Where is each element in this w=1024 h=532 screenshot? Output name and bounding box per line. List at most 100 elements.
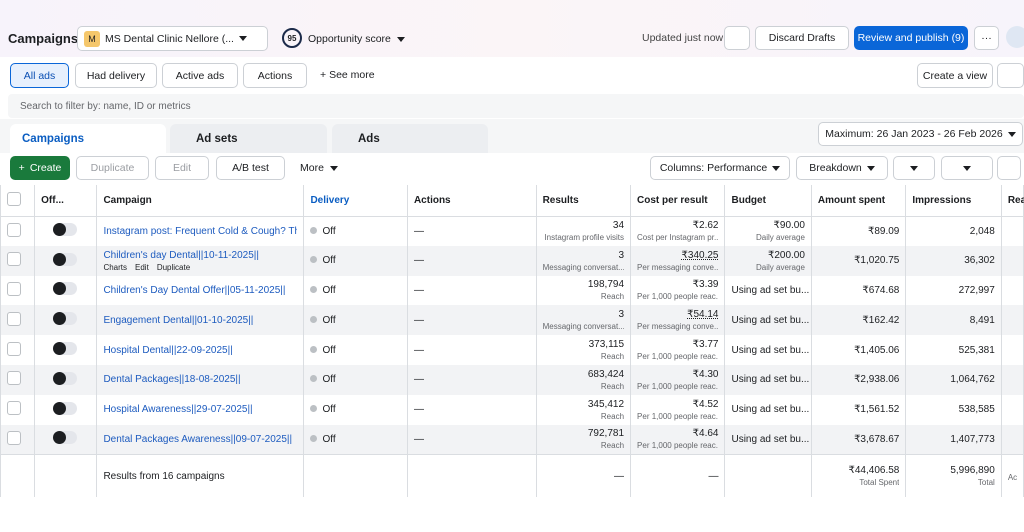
- toggle[interactable]: [53, 371, 78, 385]
- campaign-row[interactable]: Engagement Dental||01-10-2025|| Off — 3 Mess…: [0, 305, 1024, 336]
- status-dot: [310, 375, 318, 383]
- cell: ₹3,678.67: [810, 424, 907, 455]
- more-button[interactable]: ···: [974, 26, 999, 50]
- tab-adsets[interactable]: Ad sets: [170, 124, 327, 153]
- cell: 345,412 Reach: [535, 394, 632, 425]
- campaign-name[interactable]: Hospital Awareness||29-07-2025||: [103, 404, 253, 416]
- tab-campaigns[interactable]: Campaigns: [10, 124, 166, 153]
- filter-all[interactable]: All ads: [10, 63, 69, 88]
- cell: [34, 245, 98, 276]
- toggle[interactable]: [53, 342, 78, 356]
- export-button[interactable]: [941, 156, 993, 180]
- filter-actions[interactable]: Actions: [243, 63, 307, 88]
- settings-button[interactable]: [997, 63, 1024, 88]
- create-button[interactable]: + Create: [10, 156, 70, 180]
- more-menu[interactable]: More: [300, 162, 338, 174]
- status-dot: [310, 405, 318, 413]
- row-action[interactable]: Edit: [135, 262, 149, 272]
- header-cell[interactable]: Budget: [724, 185, 812, 217]
- actions: —: [413, 255, 424, 267]
- checkbox[interactable]: [7, 401, 21, 416]
- duplicate-button[interactable]: Duplicate: [76, 156, 149, 180]
- campaign-name[interactable]: Instagram post: Frequent Cold & Cough? T…: [103, 225, 298, 237]
- checkbox[interactable]: [7, 430, 21, 445]
- header-label: Campaign: [103, 194, 152, 206]
- campaign-name[interactable]: Children's day Dental||10-11-2025||: [103, 249, 259, 261]
- campaign-row[interactable]: Dental Packages||18-08-2025|| Off — 683,424…: [0, 364, 1024, 395]
- campaign-row[interactable]: Hospital Dental||22-09-2025|| Off — 373,115…: [0, 335, 1024, 365]
- campaign-row[interactable]: Instagram post: Frequent Cold & Cough? T…: [0, 216, 1024, 246]
- header-cell[interactable]: Reach: [1000, 185, 1024, 217]
- row-action[interactable]: Duplicate: [156, 262, 191, 272]
- campaign-row[interactable]: Children's Day Dental Offer||05-11-2025|…: [0, 275, 1024, 306]
- toggle[interactable]: [53, 401, 78, 415]
- header-cell[interactable]: Amount spent: [810, 185, 907, 217]
- reports-button[interactable]: [893, 156, 935, 180]
- budget: ₹200.00: [767, 249, 805, 261]
- toggle[interactable]: [53, 282, 78, 296]
- checkbox[interactable]: [7, 252, 21, 267]
- header-cell[interactable]: Off...: [34, 185, 98, 217]
- cell: Engagement Dental||01-10-2025||: [96, 305, 305, 336]
- toggle[interactable]: [53, 252, 78, 266]
- cell: ₹89.09: [810, 216, 907, 246]
- see-more[interactable]: + See more: [320, 69, 375, 81]
- header-cell[interactable]: Delivery: [303, 185, 408, 217]
- breakdown-button[interactable]: Breakdown: [796, 156, 888, 180]
- delivery: Off: [322, 374, 336, 386]
- toggle[interactable]: [53, 312, 78, 326]
- dropdown-icon: [910, 165, 918, 171]
- campaign-name[interactable]: Dental Packages||18-08-2025||: [103, 374, 241, 386]
- header-cell[interactable]: Campaign: [96, 185, 305, 217]
- campaign-name[interactable]: Dental Packages Awareness||09-07-2025||: [103, 433, 293, 445]
- date-range[interactable]: Maximum: 26 Jan 2023 - 26 Feb 2026: [818, 122, 1023, 146]
- discard-button[interactable]: Discard Drafts: [755, 26, 849, 50]
- checkbox[interactable]: [7, 311, 21, 326]
- header-cell[interactable]: Impressions: [905, 185, 1002, 217]
- cell: 538,585: [905, 394, 1002, 425]
- checkbox[interactable]: [7, 371, 21, 386]
- account-name: MS Dental Clinic Nellore (...: [105, 32, 234, 45]
- row-action[interactable]: Charts: [103, 262, 128, 272]
- edit-button[interactable]: Edit: [155, 156, 209, 180]
- create-view[interactable]: Create a view: [917, 63, 993, 88]
- publish-button[interactable]: Review and publish (9): [854, 26, 968, 50]
- header-cell[interactable]: Cost per result: [630, 185, 726, 217]
- budget: Using ad set bu...: [731, 344, 810, 356]
- cell: ₹200.00 Daily average: [724, 245, 812, 276]
- campaign-row[interactable]: Dental Packages Awareness||09-07-2025|| O…: [0, 424, 1024, 455]
- campaign-row[interactable]: Children's day Dental||10-11-2025|| Chart…: [0, 245, 1024, 276]
- checkbox[interactable]: [7, 191, 21, 206]
- toggle[interactable]: [53, 223, 78, 237]
- campaign-row[interactable]: Hospital Awareness||29-07-2025|| Off — 345,…: [0, 394, 1024, 425]
- columns-button[interactable]: Columns: Performance: [650, 156, 790, 180]
- budget: Using ad set bu...: [731, 314, 810, 326]
- impressions: 525,381: [958, 344, 995, 356]
- header-cell[interactable]: Results: [535, 185, 632, 217]
- account-badge: M: [84, 30, 100, 47]
- header-label: Reach: [1007, 194, 1024, 206]
- cell: ₹1,020.75: [810, 245, 907, 276]
- cell: [1000, 216, 1024, 246]
- chart-button[interactable]: [997, 156, 1021, 180]
- search-box[interactable]: Search to filter by: name, ID or metrics: [8, 94, 1024, 118]
- account-selector[interactable]: M MS Dental Clinic Nellore (...: [77, 26, 268, 51]
- checkbox[interactable]: [7, 222, 21, 237]
- cell: [34, 216, 98, 246]
- header-cell[interactable]: Actions: [406, 185, 537, 217]
- campaign-name[interactable]: Children's Day Dental Offer||05-11-2025|…: [103, 284, 286, 296]
- campaign-name[interactable]: Hospital Dental||22-09-2025||: [103, 344, 233, 356]
- cell: Using ad set bu...: [724, 275, 812, 306]
- filter-had[interactable]: Had delivery: [75, 63, 157, 88]
- filter-active[interactable]: Active ads: [162, 63, 238, 88]
- abtest-button[interactable]: A/B test: [216, 156, 285, 180]
- tab-ads[interactable]: Ads: [332, 124, 488, 153]
- toggle[interactable]: [53, 431, 78, 445]
- cell: [34, 305, 98, 336]
- checkbox[interactable]: [7, 341, 21, 356]
- score-selector[interactable]: Opportunity score: [308, 33, 405, 45]
- refresh-button[interactable]: [724, 26, 750, 50]
- checkbox[interactable]: [7, 281, 21, 296]
- campaign-name[interactable]: Engagement Dental||01-10-2025||: [103, 314, 254, 326]
- cost-sub: Per 1,000 people reac...: [637, 441, 719, 451]
